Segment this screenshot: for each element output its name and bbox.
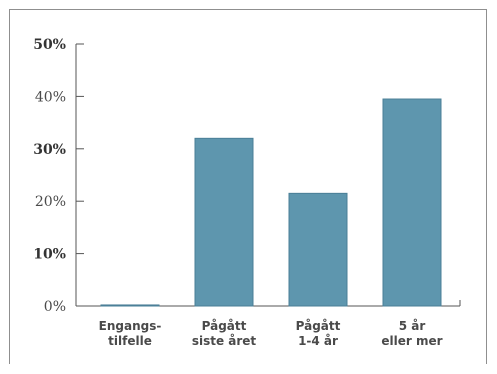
x-axis-labels: Engangs-tilfelle Pågått siste året Pågått 1-… — [99, 319, 443, 348]
chart-bars — [100, 98, 442, 307]
y-tick-label: 30% — [33, 142, 66, 158]
y-tick-label: 0% — [44, 299, 66, 315]
y-tick-label: 50% — [33, 37, 66, 53]
y-axis-labels: 0% 10% 20% 30% 40% 50% — [33, 37, 66, 315]
bar — [382, 98, 442, 307]
bar — [100, 304, 160, 307]
chart-frame — [9, 9, 487, 364]
x-tick-label: Engangs-tilfelle — [99, 319, 162, 348]
bar — [194, 137, 254, 307]
y-tick-label: 10% — [33, 247, 66, 263]
x-tick-label: Pågått 1-4 år — [296, 319, 341, 348]
bar — [288, 192, 348, 307]
y-tick-label: 20% — [35, 194, 66, 210]
x-tick-label: Pågått siste året — [192, 319, 257, 348]
y-tick-label: 40% — [35, 89, 66, 105]
x-tick-label: 5 år eller mer — [381, 319, 442, 348]
